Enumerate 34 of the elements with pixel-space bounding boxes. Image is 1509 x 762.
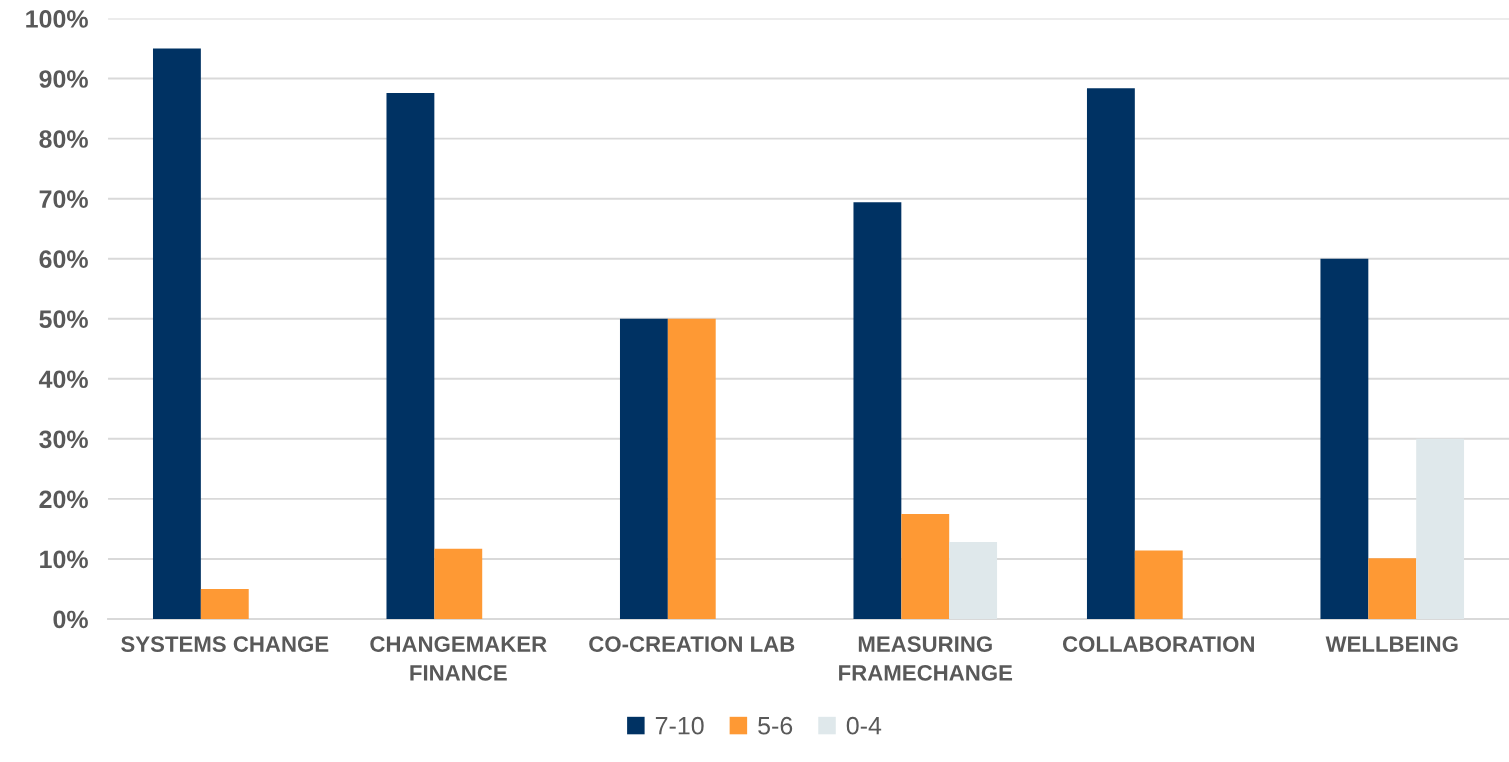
bar — [434, 548, 483, 619]
bar — [949, 542, 998, 619]
legend-label: 0-4 — [846, 716, 882, 735]
y-tick-label: 50% — [39, 310, 88, 329]
y-tick-label: 80% — [39, 130, 88, 148]
x-tick-label: COLLABORATION — [1062, 636, 1254, 652]
y-tick-label: 10% — [40, 550, 88, 569]
bar — [901, 513, 950, 619]
x-tick-label: WELLBEING — [1325, 636, 1458, 652]
bar — [152, 48, 201, 619]
y-tick-label: 90% — [39, 70, 88, 88]
bar — [667, 318, 716, 619]
y-tick-label: 0% — [53, 610, 88, 629]
x-tick-label: SYSTEMS CHANGE — [121, 636, 329, 652]
y-tick-label: 60% — [39, 250, 88, 268]
x-tick-label: MEASURING FRAMECHANGE — [839, 636, 1013, 681]
bar — [386, 92, 435, 619]
legend-label: 7-10 — [655, 716, 704, 735]
x-tick-label: CO-CREATION LAB — [589, 636, 795, 652]
bar — [200, 588, 249, 619]
bar — [1134, 550, 1183, 619]
bar — [619, 318, 668, 619]
bar — [1368, 558, 1417, 619]
bar — [1086, 88, 1135, 619]
x-tick-label: CHANGEMAKER FINANCE — [370, 636, 547, 681]
bar — [853, 202, 902, 619]
bar — [1320, 258, 1369, 619]
y-tick-label: 100% — [26, 10, 88, 28]
y-tick-label: 20% — [39, 490, 88, 509]
y-tick-label: 70% — [39, 190, 88, 208]
y-tick-label: 40% — [38, 370, 88, 389]
legend-label: 5-6 — [758, 716, 793, 735]
bar — [1416, 438, 1465, 619]
y-tick-label: 30% — [39, 430, 88, 449]
